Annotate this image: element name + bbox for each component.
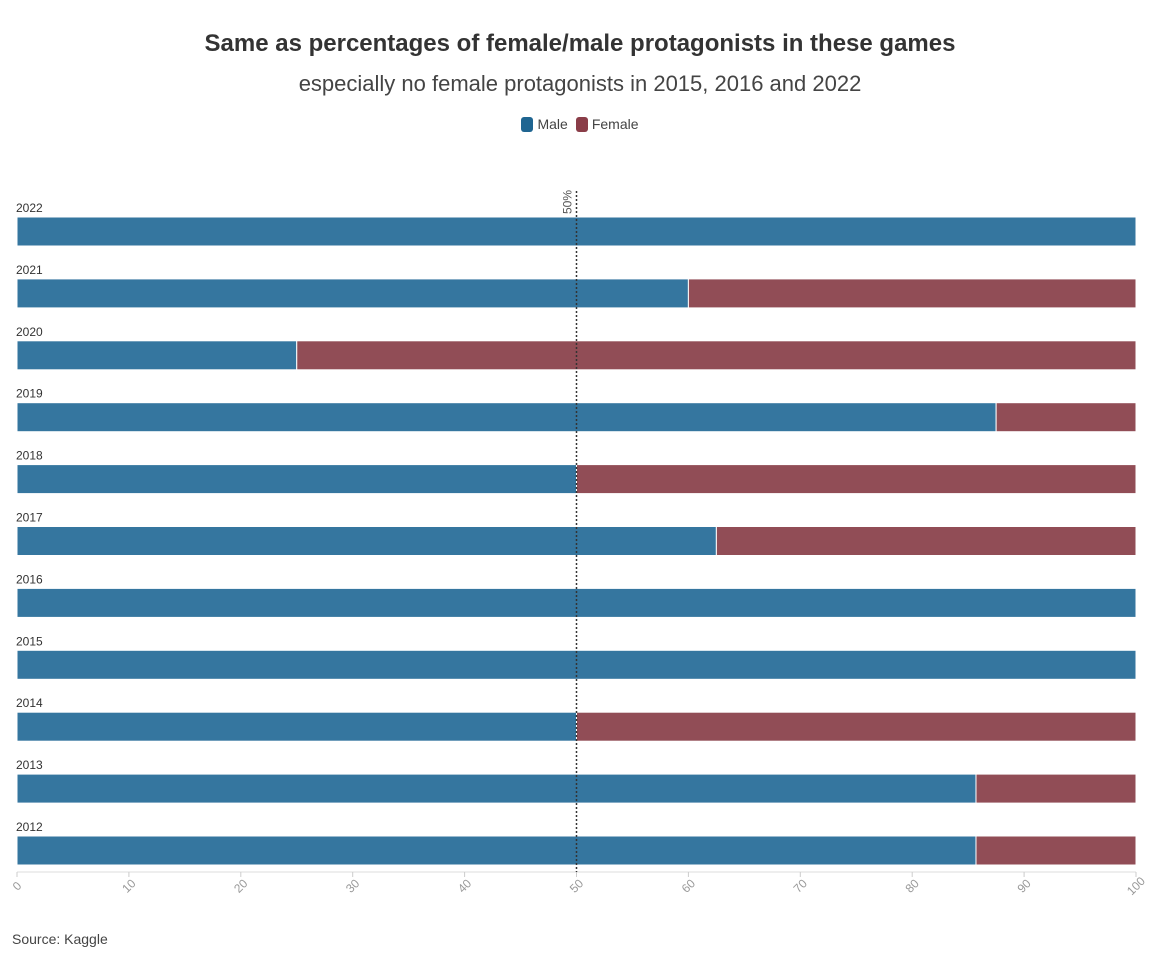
x-tick-label-0: 0 bbox=[10, 878, 25, 893]
bar-male-2018[interactable] bbox=[16, 464, 577, 495]
x-tick-label-20: 20 bbox=[231, 876, 251, 896]
bar-female-2018[interactable] bbox=[576, 464, 1137, 495]
x-tick-label-90: 90 bbox=[1014, 876, 1034, 896]
bar-male-2017[interactable] bbox=[16, 526, 717, 556]
bar-male-2019[interactable] bbox=[16, 402, 997, 433]
category-label-2022: 2022 bbox=[16, 201, 43, 215]
category-label-2016: 2016 bbox=[16, 572, 43, 586]
x-tick-label-100: 100 bbox=[1124, 874, 1148, 898]
category-label-2013: 2013 bbox=[16, 758, 43, 772]
category-label-2015: 2015 bbox=[16, 634, 43, 648]
reference-line-label: 50% bbox=[561, 190, 575, 214]
category-label-2018: 2018 bbox=[16, 449, 43, 463]
legend-item-female[interactable]: Female bbox=[575, 116, 639, 132]
bar-male-2014[interactable] bbox=[16, 711, 577, 742]
source-note: Source: Kaggle bbox=[12, 931, 108, 947]
x-tick-label-50: 50 bbox=[567, 876, 587, 896]
legend-swatch-male bbox=[521, 116, 534, 132]
bar-male-2020[interactable] bbox=[16, 340, 298, 371]
x-tick-label-30: 30 bbox=[343, 876, 363, 896]
x-tick-label-60: 60 bbox=[679, 876, 699, 896]
bar-male-2012[interactable] bbox=[16, 835, 977, 866]
category-label-2021: 2021 bbox=[16, 263, 43, 277]
chart-subtitle: especially no female protagonists in 201… bbox=[298, 71, 862, 96]
x-tick-label-40: 40 bbox=[455, 876, 475, 896]
category-label-2020: 2020 bbox=[16, 325, 43, 339]
x-tick-label-10: 10 bbox=[119, 876, 139, 896]
bar-female-2017[interactable] bbox=[715, 526, 1137, 556]
category-label-2014: 2014 bbox=[16, 696, 43, 710]
bar-female-2019[interactable] bbox=[995, 402, 1137, 433]
legend-item-male[interactable]: Male bbox=[521, 116, 568, 132]
bar-female-2013[interactable] bbox=[975, 773, 1137, 804]
bar-female-2014[interactable] bbox=[576, 711, 1137, 742]
category-label-2012: 2012 bbox=[16, 820, 43, 834]
bar-female-2021[interactable] bbox=[687, 278, 1137, 309]
legend-label-female: Female bbox=[591, 116, 639, 132]
bar-female-2012[interactable] bbox=[975, 835, 1137, 866]
category-label-2017: 2017 bbox=[16, 511, 43, 525]
legend-swatch-female bbox=[575, 116, 588, 132]
legend-label-male: Male bbox=[537, 116, 568, 132]
x-tick-label-80: 80 bbox=[903, 876, 923, 896]
x-tick-label-70: 70 bbox=[791, 876, 811, 896]
category-label-2019: 2019 bbox=[16, 387, 43, 401]
bar-female-2020[interactable] bbox=[296, 340, 1137, 371]
legend: Male Female bbox=[0, 116, 1160, 132]
chart-title: Same as percentages of female/male prota… bbox=[204, 30, 956, 57]
bar-male-2021[interactable] bbox=[16, 278, 689, 309]
bar-male-2013[interactable] bbox=[16, 773, 977, 804]
